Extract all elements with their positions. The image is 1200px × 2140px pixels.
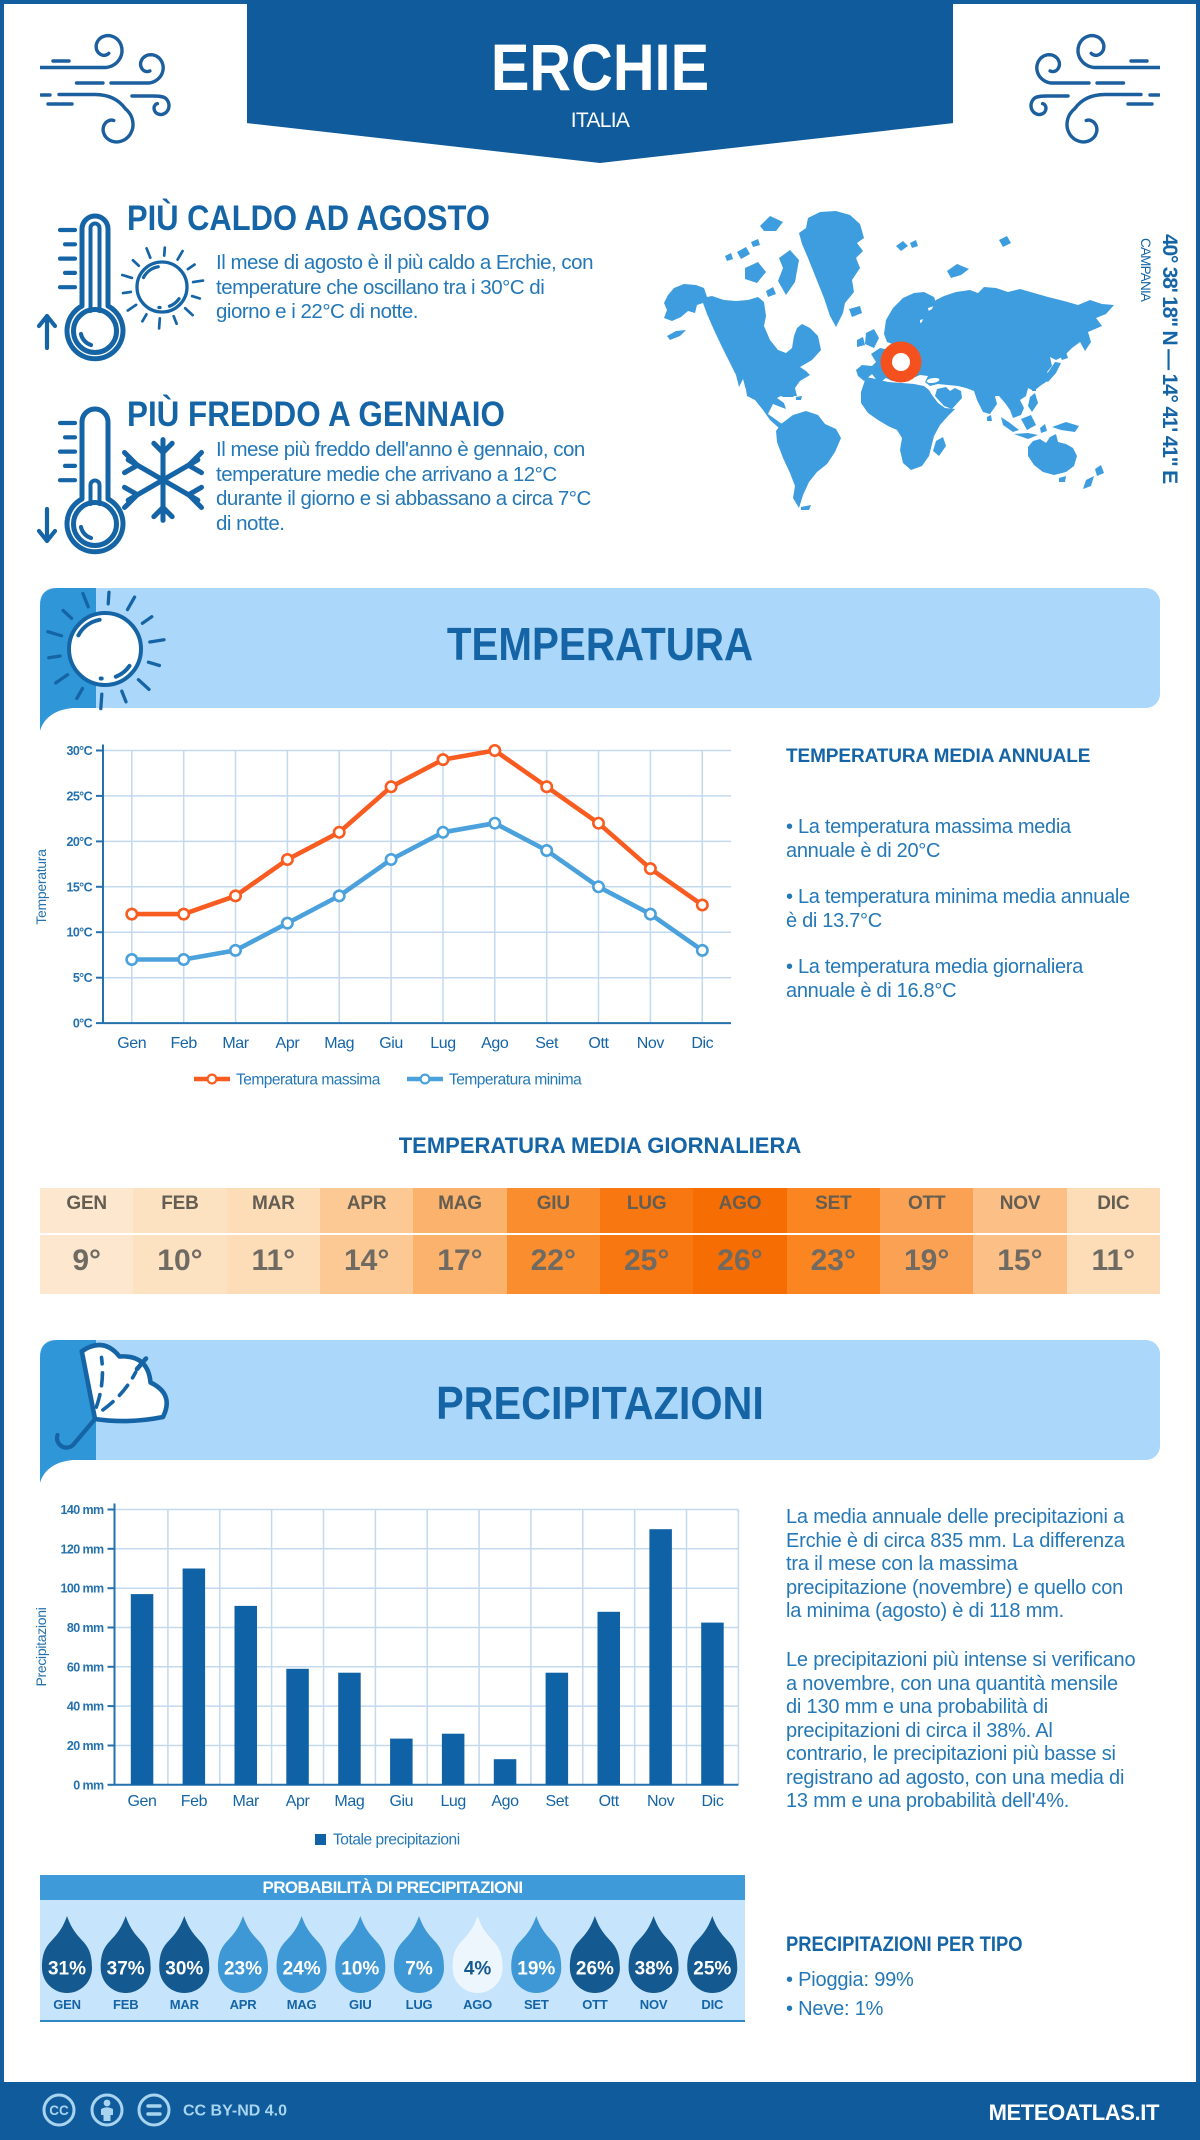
svg-text:Mag: Mag [324, 1035, 354, 1052]
svg-text:Dic: Dic [702, 1793, 724, 1810]
svg-text:Dic: Dic [691, 1035, 713, 1052]
svg-text:23%: 23% [224, 1959, 262, 1980]
svg-text:Precipitazioni: Precipitazioni [33, 1607, 49, 1686]
svg-text:FEB: FEB [113, 1997, 138, 2012]
svg-text:APR: APR [230, 1997, 258, 2012]
svg-text:Set: Set [545, 1793, 569, 1810]
svg-text:37%: 37% [107, 1959, 145, 1980]
svg-text:30°C: 30°C [66, 744, 92, 758]
svg-text:GEN: GEN [53, 1997, 81, 2012]
svg-text:38%: 38% [635, 1959, 673, 1980]
svg-text:LUG: LUG [406, 1997, 433, 2012]
svg-text:25%: 25% [693, 1959, 731, 1980]
svg-text:OTT: OTT [582, 1997, 608, 2012]
svg-text:Mag: Mag [334, 1793, 364, 1810]
svg-text:0°C: 0°C [73, 1017, 93, 1031]
svg-text:NOV: NOV [640, 1997, 668, 2012]
svg-text:120 mm: 120 mm [61, 1542, 104, 1556]
svg-text:10°C: 10°C [66, 926, 92, 940]
svg-text:30%: 30% [165, 1959, 203, 1980]
svg-text:15°C: 15°C [66, 880, 92, 894]
svg-text:Giu: Giu [379, 1035, 403, 1052]
svg-text:Lug: Lug [430, 1035, 456, 1052]
svg-text:Gen: Gen [127, 1793, 156, 1810]
svg-text:Ott: Ott [599, 1793, 620, 1810]
svg-text:Nov: Nov [647, 1793, 675, 1810]
svg-text:100 mm: 100 mm [61, 1582, 104, 1596]
svg-text:Gen: Gen [117, 1035, 146, 1052]
svg-text:Feb: Feb [171, 1035, 198, 1052]
svg-text:Nov: Nov [637, 1035, 665, 1052]
svg-text:CC: CC [49, 2103, 69, 2118]
svg-text:Apr: Apr [286, 1793, 311, 1810]
svg-text:5°C: 5°C [73, 971, 93, 985]
svg-text:40 mm: 40 mm [67, 1700, 104, 1714]
svg-text:Ago: Ago [481, 1035, 509, 1052]
svg-text:Mar: Mar [233, 1793, 260, 1810]
svg-text:20°C: 20°C [66, 835, 92, 849]
svg-text:24%: 24% [283, 1959, 321, 1980]
svg-text:MAG: MAG [287, 1997, 317, 2012]
svg-text:80 mm: 80 mm [67, 1621, 104, 1635]
svg-text:10%: 10% [341, 1959, 379, 1980]
svg-text:DIC: DIC [701, 1997, 724, 2012]
svg-text:CC BY-ND 4.0: CC BY-ND 4.0 [183, 2103, 287, 2120]
svg-text:SET: SET [524, 1997, 549, 2012]
svg-text:31%: 31% [48, 1959, 86, 1980]
svg-text:Set: Set [535, 1035, 559, 1052]
svg-text:7%: 7% [405, 1959, 433, 1980]
svg-text:0 mm: 0 mm [73, 1778, 104, 1792]
svg-text:Temperatura minima: Temperatura minima [449, 1072, 582, 1089]
svg-text:Lug: Lug [440, 1793, 466, 1810]
svg-text:26%: 26% [576, 1959, 614, 1980]
svg-text:60 mm: 60 mm [67, 1660, 104, 1674]
svg-text:Apr: Apr [276, 1035, 301, 1052]
svg-text:20 mm: 20 mm [67, 1739, 104, 1753]
svg-text:Ago: Ago [491, 1793, 519, 1810]
svg-text:Giu: Giu [389, 1793, 413, 1810]
svg-text:Temperatura: Temperatura [33, 849, 49, 925]
svg-text:25°C: 25°C [66, 789, 92, 803]
svg-text:140 mm: 140 mm [61, 1503, 104, 1517]
svg-text:AGO: AGO [463, 1997, 492, 2012]
svg-text:4%: 4% [464, 1959, 492, 1980]
svg-text:Feb: Feb [181, 1793, 208, 1810]
svg-text:Totale precipitazioni: Totale precipitazioni [333, 1832, 460, 1849]
svg-text:Ott: Ott [588, 1035, 609, 1052]
svg-text:MAR: MAR [170, 1997, 200, 2012]
svg-text:19%: 19% [517, 1959, 555, 1980]
svg-text:GIU: GIU [349, 1997, 372, 2012]
svg-text:Mar: Mar [222, 1035, 249, 1052]
svg-text:Temperatura massima: Temperatura massima [236, 1072, 381, 1089]
